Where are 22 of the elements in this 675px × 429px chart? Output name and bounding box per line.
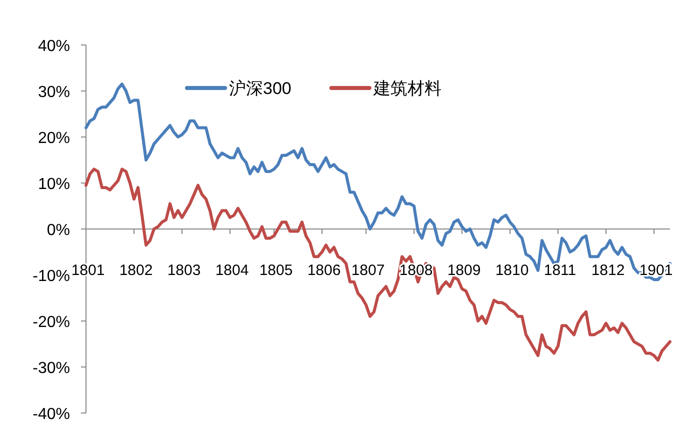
xtick: 1803 [167, 262, 201, 279]
xtick: 1806 [307, 262, 341, 279]
ytick: 30% [38, 84, 70, 101]
ytick: 10% [38, 176, 70, 193]
xtick: 1801 [71, 262, 105, 279]
ytick: -40% [32, 406, 70, 423]
ytick: -10% [32, 268, 70, 285]
xtick: 1809 [447, 262, 481, 279]
xtick: 1810 [495, 262, 529, 279]
ytick: 0% [46, 222, 70, 239]
ytick: -30% [32, 360, 70, 377]
xtick: 1807 [351, 262, 385, 279]
legend: 沪深300 [229, 79, 292, 98]
xtick: 1802 [119, 262, 153, 279]
legend: 建筑材料 [373, 79, 442, 98]
xtick: 1812 [591, 262, 625, 279]
xtick: 1805 [259, 262, 293, 279]
ytick: -20% [32, 314, 70, 331]
ytick: 20% [38, 130, 70, 147]
ytick: 40% [38, 38, 70, 55]
xtick: 1804 [215, 262, 249, 279]
xtick: 1811 [544, 262, 576, 279]
